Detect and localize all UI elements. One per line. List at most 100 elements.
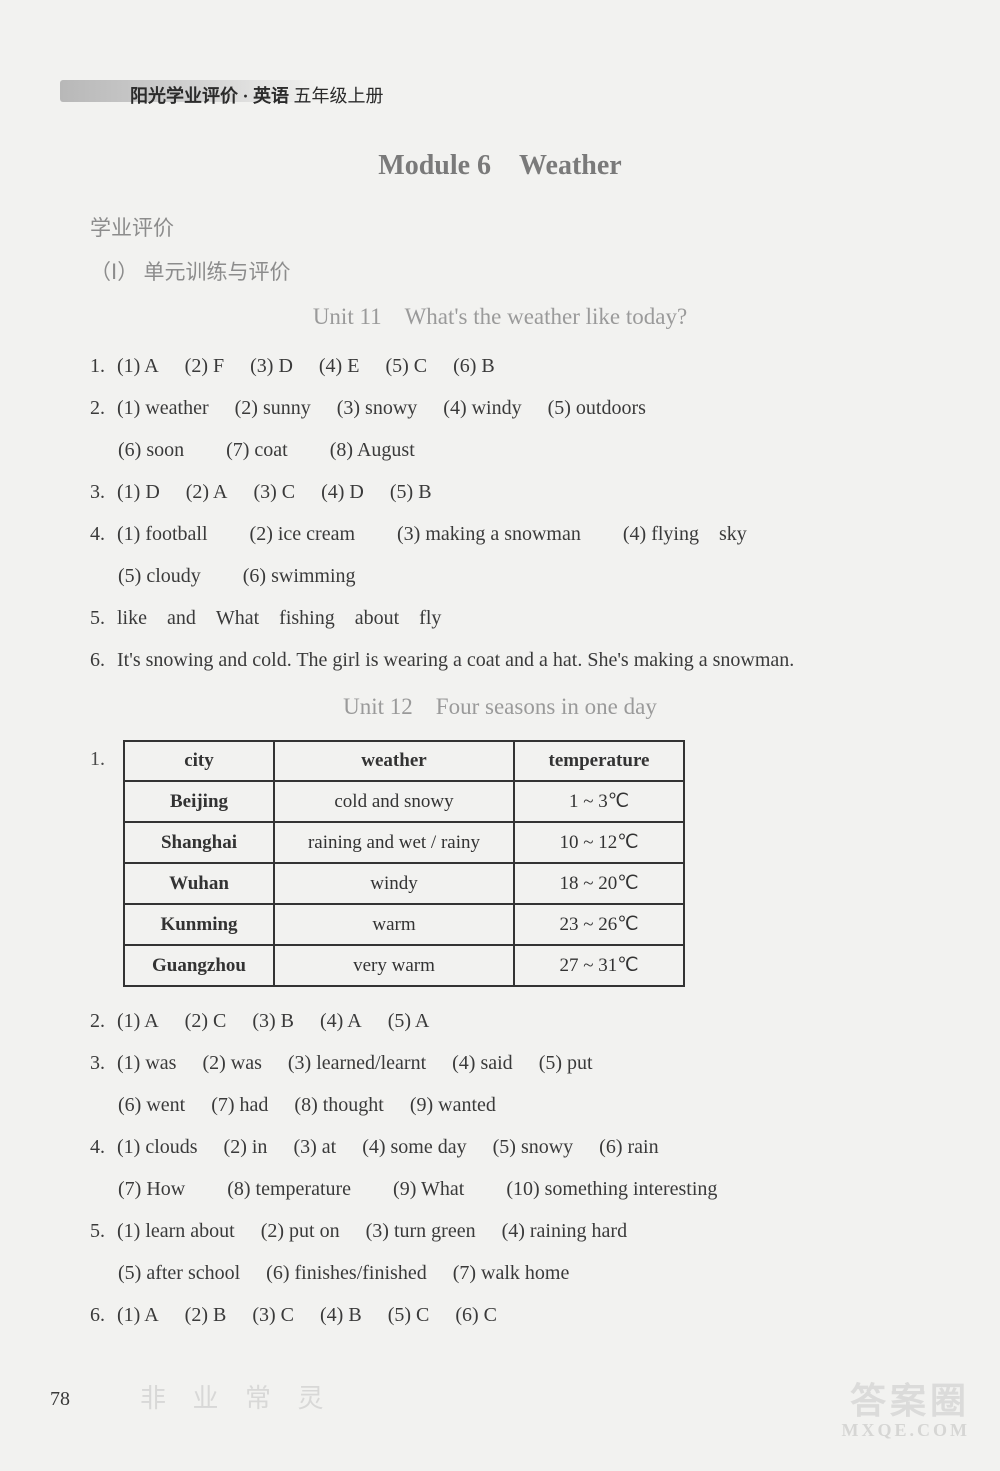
- pairs: (1) football(2) ice cream(3) making a sn…: [117, 523, 789, 545]
- unit11-title: Unit 11 What's the weather like today?: [90, 304, 910, 330]
- u11-q4-r1: 4. (1) football(2) ice cream(3) making a…: [90, 518, 910, 550]
- watermark-big: 答案圈: [842, 1382, 970, 1422]
- pairs: (6) went(7) had(8) thought(9) wanted: [118, 1094, 522, 1116]
- module-title: Module 6 Weather: [90, 150, 910, 182]
- table-row: Shanghairaining and wet / rainy10 ~ 12℃: [124, 822, 684, 863]
- answer-pair: (3) at: [293, 1131, 336, 1163]
- answer-pair: (2) ice cream: [250, 518, 355, 550]
- pairs: (1) was(2) was(3) learned/learnt(4) said…: [117, 1052, 619, 1074]
- u12-q6: 6. (1) A(2) B(3) C(4) B(5) C(6) C: [90, 1299, 910, 1331]
- answer-pair: (1) was: [117, 1047, 176, 1079]
- section-label-1: 学业评价: [90, 212, 910, 242]
- pairs: (1) D(2) A(3) C(4) D(5) B: [117, 481, 458, 503]
- page: 阳光学业评价 · 英语 五年级上册 Module 6 Weather 学业评价 …: [0, 0, 1000, 1471]
- cell-temp: 10 ~ 12℃: [514, 822, 684, 863]
- answer-pair: (6) B: [453, 350, 495, 382]
- answer-pair: (4) A: [320, 1005, 362, 1037]
- u12-q3-r1: 3. (1) was(2) was(3) learned/learnt(4) s…: [90, 1047, 910, 1079]
- header-band: 阳光学业评价 · 英语 五年级上册: [90, 80, 910, 110]
- pairs: (1) A(2) B(3) C(4) B(5) C(6) C: [117, 1304, 523, 1326]
- answer-pair: (9) wanted: [410, 1089, 496, 1121]
- cell-weather: cold and snowy: [274, 781, 514, 822]
- u11-q5: 5. like and What fishing about fly: [90, 602, 910, 634]
- answer-pair: (2) was: [202, 1047, 261, 1079]
- answer-pair: (6) finishes/finished: [266, 1257, 427, 1289]
- text: It's snowing and cold. The girl is weari…: [117, 649, 794, 671]
- pairs: (6) soon(7) coat(8) August: [118, 439, 457, 461]
- answer-pair: (6) rain: [599, 1131, 658, 1163]
- table-row: Beijingcold and snowy1 ~ 3℃: [124, 781, 684, 822]
- table-body: Beijingcold and snowy1 ~ 3℃Shanghairaini…: [124, 781, 684, 986]
- cell-city: Shanghai: [124, 822, 274, 863]
- answer-pair: (8) temperature: [227, 1173, 351, 1205]
- pairs: (1) A(2) F(3) D(4) E(5) C(6) B: [117, 355, 521, 377]
- cell-city: Kunming: [124, 904, 274, 945]
- answer-pair: (1) learn about: [117, 1215, 235, 1247]
- answer-pair: (4) flying sky: [623, 518, 747, 550]
- u12-q5-r2: (5) after school (6) finishes/finished (7)…: [90, 1257, 910, 1289]
- answer-pair: (4) D: [321, 476, 364, 508]
- answer-pair: (3) C: [253, 476, 295, 508]
- cell-temp: 1 ~ 3℃: [514, 781, 684, 822]
- table-header-row: city weather temperature: [124, 741, 684, 781]
- cell-temp: 27 ~ 31℃: [514, 945, 684, 986]
- cell-weather: windy: [274, 863, 514, 904]
- u12-q4-r2: (7) How(8) temperature(9) What(10) somet…: [90, 1173, 910, 1205]
- u12-q1-num: 1.: [90, 740, 105, 771]
- answer-pair: (5) B: [390, 476, 432, 508]
- table-row: Kunmingwarm23 ~ 26℃: [124, 904, 684, 945]
- th-temp: temperature: [514, 741, 684, 781]
- answer-pair: (2) F: [185, 350, 224, 382]
- answer-pair: (4) raining hard: [502, 1215, 628, 1247]
- cell-temp: 23 ~ 26℃: [514, 904, 684, 945]
- answer-pair: (2) C: [185, 1005, 227, 1037]
- u12-q4-r1: 4. (1) clouds(2) in(3) at(4) some day(5)…: [90, 1131, 910, 1163]
- text: like and What fishing about fly: [117, 607, 441, 629]
- answer-pair: (5) after school: [118, 1257, 240, 1289]
- pairs: (1) learn about(2) put on(3) turn green(…: [117, 1220, 653, 1242]
- answer-pair: (6) swimming: [243, 560, 356, 592]
- answer-pair: (3) C: [252, 1299, 294, 1331]
- cell-city: Guangzhou: [124, 945, 274, 986]
- answer-pair: (7) had: [211, 1089, 268, 1121]
- u11-q1: 1. (1) A(2) F(3) D(4) E(5) C(6) B: [90, 350, 910, 382]
- answer-pair: (4) windy: [443, 392, 521, 424]
- answer-pair: (2) in: [224, 1131, 268, 1163]
- weather-table: city weather temperature Beijingcold and…: [123, 740, 685, 987]
- watermark-right: 答案圈 MXQE.COM: [842, 1382, 970, 1441]
- u11-q2-r1: 2. (1) weather(2) sunny(3) snowy(4) wind…: [90, 392, 910, 424]
- answer-pair: (7) walk home: [453, 1257, 570, 1289]
- answer-pair: (1) D: [117, 476, 160, 508]
- cell-weather: raining and wet / rainy: [274, 822, 514, 863]
- u12-q1-wrap: 1. city weather temperature Beijingcold …: [90, 740, 910, 987]
- answer-pair: (5) A: [388, 1005, 430, 1037]
- answer-pair: (1) A: [117, 1005, 159, 1037]
- answer-pair: (2) A: [186, 476, 228, 508]
- answer-pair: (9) What: [393, 1173, 464, 1205]
- answer-pair: (3) snowy: [337, 392, 418, 424]
- u11-q4-r2: (5) cloudy(6) swimming: [90, 560, 910, 592]
- pairs: (5) after school(6) finishes/finished(7)…: [118, 1262, 595, 1284]
- watermark-left: 非 业 常 灵: [140, 1378, 334, 1415]
- answer-pair: (5) snowy: [493, 1131, 574, 1163]
- cell-city: Wuhan: [124, 863, 274, 904]
- u11-q3: 3. (1) D(2) A(3) C(4) D(5) B: [90, 476, 910, 508]
- answer-pair: (1) A: [117, 1299, 159, 1331]
- answer-pair: (8) August: [330, 434, 415, 466]
- answer-pair: (3) B: [252, 1005, 294, 1037]
- section-label-2: （Ⅰ） 单元训练与评价: [90, 256, 910, 286]
- u11-q2-r2: (6) soon(7) coat(8) August: [90, 434, 910, 466]
- cell-city: Beijing: [124, 781, 274, 822]
- grade-label: 五年级上册: [294, 86, 384, 106]
- answer-pair: (5) outdoors: [548, 392, 646, 424]
- answer-pair: (1) football: [117, 518, 208, 550]
- page-number: 78: [50, 1388, 70, 1411]
- pairs: (1) clouds(2) in(3) at(4) some day(5) sn…: [117, 1136, 685, 1158]
- header-text: 阳光学业评价 · 英语 五年级上册: [130, 82, 384, 108]
- answer-pair: (3) learned/learnt: [288, 1047, 426, 1079]
- u12-q3-r2: (6) went(7) had(8) thought(9) wanted: [90, 1089, 910, 1121]
- answer-pair: (1) weather: [117, 392, 209, 424]
- answer-pair: (1) A: [117, 350, 159, 382]
- answer-pair: (4) B: [320, 1299, 362, 1331]
- pairs: (1) weather(2) sunny(3) snowy(4) windy(5…: [117, 397, 672, 419]
